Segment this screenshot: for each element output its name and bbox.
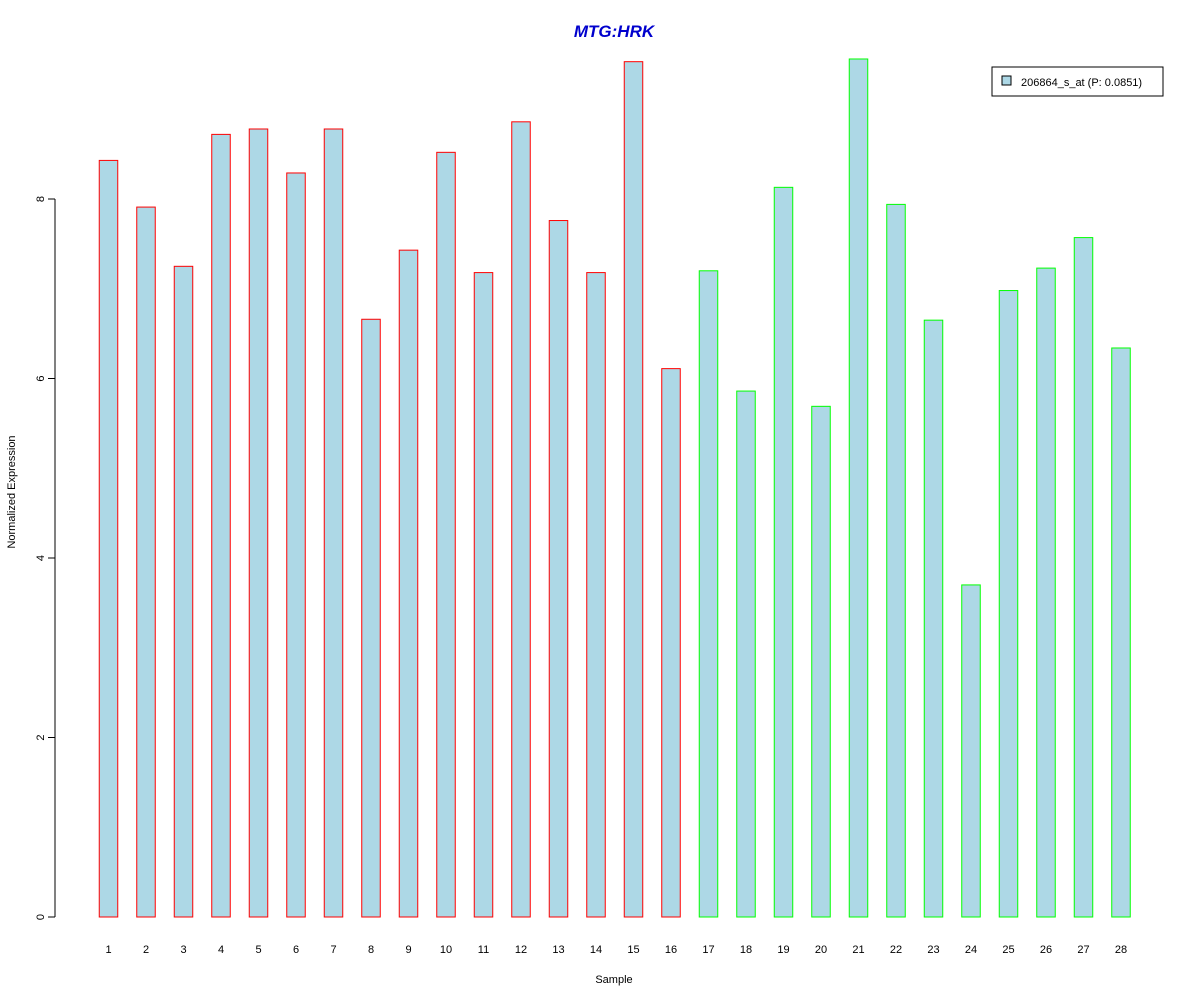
x-tick-label: 6: [293, 944, 299, 956]
x-tick-label: 24: [965, 944, 977, 956]
bar-sample-26: [1036, 267, 1056, 918]
bar-sample-24: [961, 584, 981, 918]
x-tick-label: 5: [255, 944, 261, 956]
y-axis-label: Normalized Expression: [6, 435, 18, 548]
x-tick-label: 15: [627, 944, 639, 956]
bar-sample-27: [1073, 237, 1094, 918]
bar-sample-11: [473, 272, 494, 918]
bar-sample-7: [323, 128, 344, 918]
x-tick-label: 20: [815, 944, 827, 956]
y-tick-label: 0: [35, 914, 47, 920]
y-axis: 0 2 4 6 8: [35, 196, 56, 920]
x-tick-label: 10: [440, 944, 452, 956]
x-axis-tick-labels: 1 2 3 4 5 6 7 8 9 10 11 12 13 14 15 16 17 18 19 20 21 22 23 24 2…: [105, 944, 1127, 956]
bar-sample-6: [286, 172, 306, 918]
chart-title: MTG:HRK: [574, 22, 656, 41]
y-tick-label: 2: [35, 734, 47, 740]
x-tick-label: 22: [890, 944, 902, 956]
legend-swatch: [1001, 75, 1012, 86]
bar-sample-25: [998, 290, 1019, 918]
x-tick-label: 8: [368, 944, 374, 956]
bar-sample-8: [361, 318, 381, 918]
bar-sample-15: [623, 61, 644, 918]
bar-sample-12: [511, 121, 531, 918]
x-tick-label: 21: [852, 944, 864, 956]
bar-sample-21: [848, 58, 869, 918]
legend: 206864_s_at (P: 0.0851): [991, 66, 1164, 97]
bars: [98, 58, 1131, 918]
x-tick-label: 17: [702, 944, 714, 956]
x-tick-label: 9: [405, 944, 411, 956]
bar-sample-10: [436, 151, 456, 918]
bar-sample-13: [548, 220, 569, 918]
x-tick-label: 11: [478, 944, 489, 956]
bar-sample-14: [586, 272, 606, 918]
bar-sample-4: [211, 133, 231, 918]
bar-sample-23: [923, 319, 944, 918]
x-tick-label: 7: [330, 944, 336, 956]
bar-sample-28: [1111, 347, 1131, 918]
x-tick-label: 23: [927, 944, 939, 956]
bar-sample-5: [248, 128, 269, 918]
x-tick-label: 26: [1040, 944, 1052, 956]
x-tick-label: 13: [552, 944, 564, 956]
bar-sample-16: [661, 368, 681, 918]
bar-sample-17: [698, 270, 719, 918]
bar-sample-1: [98, 159, 119, 918]
x-tick-label: 28: [1115, 944, 1127, 956]
bar-sample-20: [811, 405, 831, 918]
x-tick-label: 2: [143, 944, 149, 956]
x-tick-label: 12: [515, 944, 527, 956]
x-axis-label: Sample: [595, 974, 632, 986]
y-tick-label: 6: [35, 375, 47, 381]
x-tick-label: 3: [180, 944, 186, 956]
x-tick-label: 14: [590, 944, 602, 956]
legend-label: 206864_s_at (P: 0.0851): [1021, 77, 1142, 89]
x-tick-label: 19: [777, 944, 789, 956]
bar-sample-22: [886, 203, 906, 918]
x-tick-label: 18: [740, 944, 752, 956]
bar-sample-3: [173, 265, 194, 918]
x-tick-label: 1: [105, 944, 111, 956]
x-tick-label: 16: [665, 944, 677, 956]
bar-sample-18: [736, 390, 756, 918]
y-tick-label: 4: [35, 555, 47, 561]
bar-sample-9: [398, 249, 419, 918]
bar-sample-2: [136, 206, 156, 918]
bar-sample-19: [773, 186, 794, 918]
x-tick-label: 27: [1077, 944, 1089, 956]
x-tick-label: 25: [1002, 944, 1014, 956]
y-tick-label: 8: [35, 196, 47, 202]
x-tick-label: 4: [218, 944, 224, 956]
legend-box: [991, 66, 1164, 97]
